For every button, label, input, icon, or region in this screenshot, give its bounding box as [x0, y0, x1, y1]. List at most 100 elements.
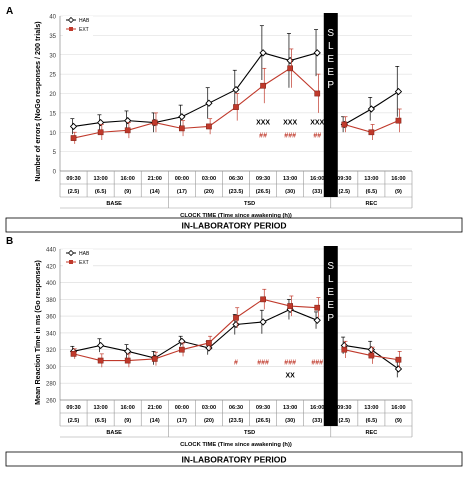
x-tick-sublabel: (23.5) [229, 418, 244, 424]
x-tick-label: 03:00 [202, 405, 216, 411]
x-tick-label: 13:00 [93, 176, 107, 182]
series-hab [69, 25, 403, 135]
footer-label: IN-LABORATORY PERIOD [182, 221, 287, 231]
y-tick-label: 280 [46, 382, 57, 388]
x-tick-label: 13:00 [364, 405, 378, 411]
x-tick-label: 16:00 [121, 405, 135, 411]
legend: HAB EXT [63, 249, 93, 269]
data-point [206, 340, 212, 346]
sleep-bar-letter: S [327, 28, 334, 39]
x-tick-sublabel: (17) [177, 418, 187, 424]
y-tick-label: 340 [46, 331, 57, 337]
x-tick-sublabel: (30) [285, 189, 295, 195]
x-tick-sublabel: (23.5) [229, 189, 244, 195]
data-point [233, 104, 239, 110]
x-tick-sublabel: (33) [312, 189, 322, 195]
x-tick-sublabel: (9) [395, 418, 402, 424]
x-tick-sublabel: (6.5) [366, 418, 378, 424]
sleep-bar-letter: E [327, 287, 334, 298]
x-tick-label: 09:30 [66, 405, 80, 411]
period-group-label: BASE [106, 201, 122, 207]
series-ext [70, 48, 402, 144]
legend-marker [69, 260, 73, 264]
x-tick-label: 09:30 [256, 405, 270, 411]
data-point [395, 356, 402, 363]
data-point [314, 304, 321, 311]
y-tick-label: 440 [46, 248, 57, 254]
sleep-bar-letter: L [328, 274, 334, 285]
data-point [151, 356, 158, 362]
data-point [70, 351, 77, 357]
data-point [151, 119, 158, 126]
x-tick-label: 16:00 [121, 176, 135, 182]
x-tick-sublabel: (20) [204, 189, 214, 195]
y-tick-label: 25 [49, 73, 56, 79]
y-tick-label: 10 [49, 131, 56, 137]
data-point [260, 296, 266, 303]
x-tick-label: 00:00 [175, 405, 189, 411]
x-tick-sublabel: (14) [150, 418, 160, 424]
series-line [73, 52, 318, 127]
data-point [70, 135, 77, 141]
sleep-bar [323, 13, 338, 197]
sleep-bar-letter: E [327, 54, 334, 65]
y-tick-label: 320 [46, 348, 57, 354]
data-point [232, 85, 240, 94]
sleep-bar-letter: P [327, 80, 334, 91]
y-tick-label: 300 [46, 365, 57, 371]
series-line [73, 67, 318, 139]
data-point [259, 318, 267, 326]
y-tick-label: 360 [46, 315, 57, 321]
data-point [124, 357, 131, 364]
legend-marker [69, 27, 73, 31]
data-point [178, 113, 186, 121]
sleep-bar [323, 246, 338, 426]
y-axis-title: Mean Reaction Time in ms (Go responses) [33, 259, 42, 404]
x-tick-sublabel: (26.5) [256, 189, 271, 195]
x-tick-label: 13:00 [93, 405, 107, 411]
x-tick-label: 16:00 [310, 176, 324, 182]
legend-marker [67, 16, 75, 24]
x-tick-label: 21:00 [148, 176, 162, 182]
legend: HAB EXT [63, 16, 93, 36]
y-tick-label: 5 [53, 150, 57, 156]
data-point [178, 346, 185, 353]
data-point [69, 122, 78, 131]
data-point [260, 82, 266, 89]
x-tick-label: 09:30 [337, 176, 351, 182]
data-point [367, 346, 376, 354]
significance-mark: XXX [310, 119, 324, 126]
significance-mark: XXX [256, 119, 270, 126]
data-point [124, 127, 131, 134]
data-point [394, 365, 403, 373]
x-tick-sublabel: (2.5) [339, 189, 351, 195]
x-tick-sublabel: (9) [395, 189, 402, 195]
x-tick-label: 13:00 [283, 405, 297, 411]
significance-mark: ### [284, 359, 296, 366]
y-tick-label: 0 [53, 170, 57, 176]
x-tick-label: 06:30 [229, 176, 243, 182]
data-point [341, 346, 348, 353]
x-tick-label: 16:00 [310, 405, 324, 411]
x-tick-sublabel: (14) [150, 189, 160, 195]
sleep-bar-letter: E [327, 67, 334, 78]
y-tick-label: 380 [46, 298, 57, 304]
x-tick-label: 16:00 [391, 176, 405, 182]
period-group-label: REC [365, 201, 377, 207]
sleep-bar-letter: S [327, 261, 334, 272]
x-tick-label: 06:30 [229, 405, 243, 411]
y-tick-label: 35 [49, 34, 56, 40]
footer-box [5, 217, 463, 233]
period-group-label: TSD [244, 201, 255, 207]
data-point [259, 49, 267, 57]
data-point [395, 117, 402, 124]
sleep-bar-letter: E [327, 300, 334, 311]
x-tick-sublabel: (2.5) [68, 418, 80, 424]
data-point [206, 123, 212, 130]
significance-mark: ## [313, 132, 321, 139]
data-point [97, 129, 104, 136]
data-point [313, 49, 321, 57]
significance-mark: XX [285, 372, 295, 379]
x-tick-label: 13:00 [364, 176, 378, 182]
